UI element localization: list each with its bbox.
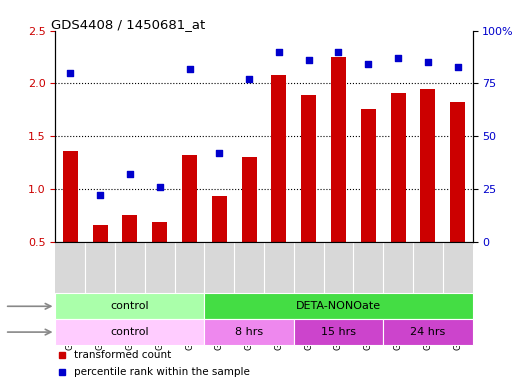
Point (66, 70, 74, 76)
Bar (294, 319, 383, 345)
Bar (122, 215, 137, 242)
Text: control: control (110, 327, 149, 337)
Text: DETA-NONOate: DETA-NONOate (296, 301, 381, 311)
Bar (182, 155, 197, 242)
Point (185, 66, 194, 72)
Bar (361, 109, 376, 242)
Bar (93, 225, 108, 242)
Bar (204, 293, 473, 319)
Point (275, 49, 283, 55)
Bar (391, 93, 406, 242)
Bar (420, 89, 435, 242)
Bar (383, 319, 473, 345)
Text: 8 hrs: 8 hrs (235, 327, 263, 337)
Text: control: control (110, 301, 149, 311)
Text: transformed count: transformed count (74, 350, 172, 360)
Bar (212, 196, 227, 242)
Bar (450, 103, 465, 242)
Bar (204, 319, 294, 345)
Point (96, 192, 105, 199)
Bar (152, 222, 167, 242)
Point (334, 49, 343, 55)
Point (155, 184, 164, 190)
Bar (55, 319, 204, 345)
Bar (301, 95, 316, 242)
Text: GDS4408 / 1450681_at: GDS4408 / 1450681_at (51, 18, 205, 31)
Point (454, 63, 462, 70)
Bar (63, 151, 78, 242)
Text: 24 hrs: 24 hrs (410, 327, 446, 337)
Point (126, 171, 134, 177)
Bar (55, 293, 204, 319)
Text: percentile rank within the sample: percentile rank within the sample (74, 367, 250, 377)
Point (364, 61, 373, 68)
Point (305, 57, 313, 63)
Bar (271, 75, 286, 242)
Bar (331, 57, 346, 242)
Point (423, 59, 432, 65)
Text: 15 hrs: 15 hrs (321, 327, 356, 337)
Point (245, 76, 253, 82)
Bar (242, 157, 257, 242)
Point (394, 55, 402, 61)
Point (215, 150, 223, 156)
